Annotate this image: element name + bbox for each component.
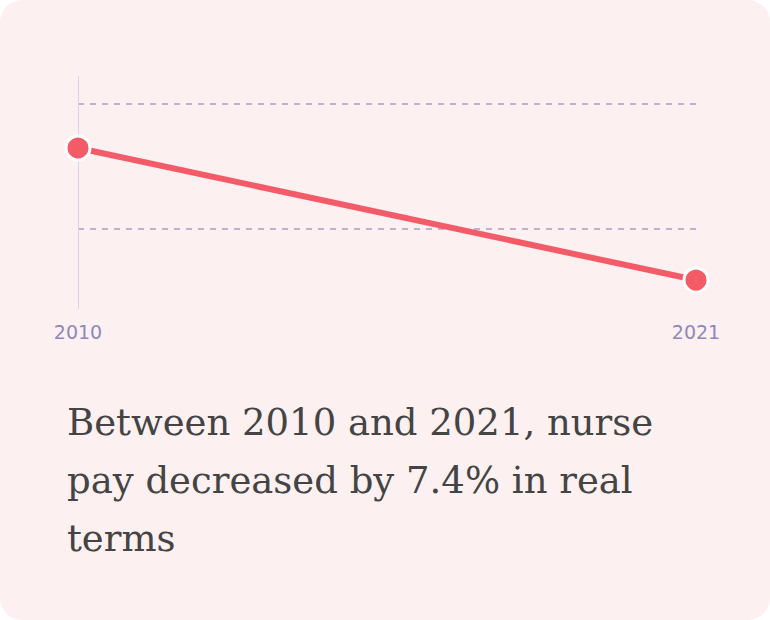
svg-text:pay decreased by 7.4% in real: pay decreased by 7.4% in real (67, 459, 644, 502)
svg-text:2010: 2010 (54, 321, 102, 343)
svg-text:Between 2010 and 2021, nurse: Between 2010 and 2021, nurse (67, 401, 665, 444)
svg-text:terms: terms (67, 517, 176, 560)
svg-text:2021: 2021 (672, 321, 720, 343)
